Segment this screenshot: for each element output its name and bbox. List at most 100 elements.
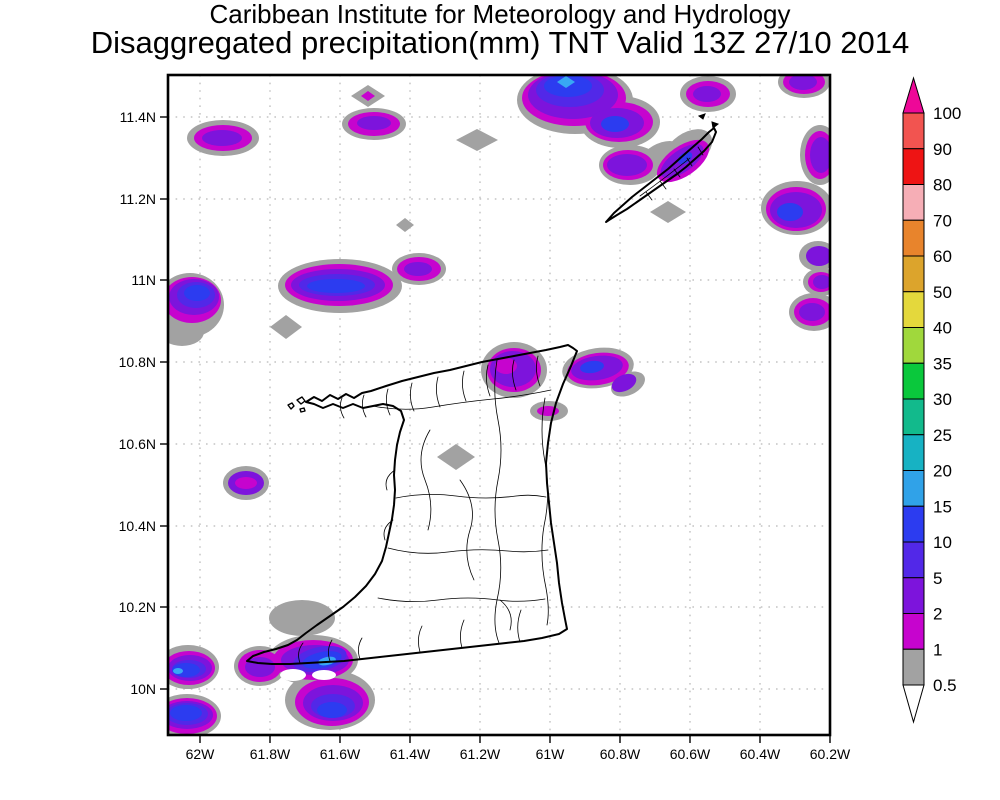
x-tick-label: 61.4W bbox=[390, 746, 431, 762]
precip-blob bbox=[601, 116, 629, 132]
precip-blob bbox=[611, 373, 637, 393]
colorbar-label: 30 bbox=[933, 390, 952, 409]
precip-blob bbox=[270, 315, 302, 339]
precip-blob bbox=[777, 203, 803, 221]
coastline-layer bbox=[246, 113, 720, 665]
precip-blob bbox=[404, 262, 432, 276]
colorbar-label: 40 bbox=[933, 319, 952, 338]
precip-blob bbox=[307, 279, 365, 293]
map-frame bbox=[166, 73, 832, 737]
precip-blob bbox=[269, 600, 335, 636]
colorbar-block bbox=[902, 541, 925, 579]
colorbar-block bbox=[902, 470, 925, 507]
precip-shading-layer bbox=[168, 75, 830, 735]
y-tick-label: 11.4N bbox=[120, 109, 156, 125]
precip-blob bbox=[361, 91, 375, 101]
precip-blob bbox=[170, 705, 202, 721]
colorbar-block bbox=[902, 291, 925, 328]
colorbar-label: 25 bbox=[933, 426, 952, 445]
precip-blob bbox=[799, 303, 825, 321]
precip-blob bbox=[173, 668, 183, 674]
y-tick-label: 11N bbox=[131, 272, 156, 288]
x-tick-label: 62W bbox=[186, 746, 216, 762]
grid-layer bbox=[168, 75, 830, 735]
trinidad-internal-boundaries bbox=[298, 355, 552, 664]
y-tick-label: 10.6N bbox=[119, 436, 156, 452]
islet-outline bbox=[296, 396, 306, 405]
colorbar-label: 1 bbox=[933, 640, 942, 659]
tobago-outline bbox=[605, 127, 717, 223]
x-tick-label: 61.8W bbox=[250, 746, 291, 762]
precip-blob bbox=[202, 130, 242, 146]
tobago-internal-boundaries bbox=[639, 146, 704, 201]
precip-blob bbox=[396, 218, 414, 232]
page-title: Caribbean Institute for Meteorology and … bbox=[209, 0, 791, 29]
colorbar-block bbox=[902, 112, 925, 150]
colorbar-block bbox=[902, 255, 925, 293]
y-tick-label: 10.4N bbox=[119, 518, 156, 534]
colorbar-block bbox=[902, 148, 925, 185]
axes-layer: 62W 61.8W 61.6W 61.4W 61.2W 61W 60.8W 60.6W 60.4… bbox=[119, 73, 851, 762]
islet-outline bbox=[711, 121, 720, 129]
x-tick-label: 61.6W bbox=[320, 746, 361, 762]
colorbar-block bbox=[902, 219, 925, 257]
page-subtitle: Disaggregated precipitation(mm) TNT Vali… bbox=[90, 25, 910, 60]
precip-blob bbox=[693, 86, 721, 102]
precip-blob bbox=[280, 669, 306, 681]
colorbar-block bbox=[902, 434, 925, 471]
title-block: Caribbean Institute for Meteorology and … bbox=[0, 0, 1000, 58]
colorbar-arrow-above-max bbox=[902, 76, 925, 114]
precip-blob bbox=[312, 670, 336, 680]
x-tick-label: 60.8W bbox=[600, 746, 641, 762]
y-tick-label: 11.2N bbox=[120, 191, 156, 207]
precip-blob bbox=[184, 285, 210, 301]
colorbar-label: 80 bbox=[933, 176, 952, 195]
islet-outline bbox=[299, 407, 306, 413]
colorbar-block bbox=[902, 505, 925, 543]
colorbar-block bbox=[902, 398, 925, 436]
colorbar: 100 90 80 70 60 50 40 35 30 25 20 15 10 5 2 1 0.5 bbox=[902, 76, 961, 724]
y-tick-label: 10N bbox=[130, 681, 156, 697]
colorbar-block bbox=[902, 613, 925, 650]
colorbar-block bbox=[902, 577, 925, 614]
precip-blob bbox=[437, 444, 475, 470]
precip-blob bbox=[317, 702, 347, 718]
colorbar-label: 10 bbox=[933, 533, 952, 552]
colorbar-label: 35 bbox=[933, 354, 952, 373]
tobago-islets bbox=[697, 113, 720, 129]
precip-blob bbox=[813, 275, 830, 289]
precip-blob bbox=[580, 360, 604, 374]
colorbar-label: 90 bbox=[933, 140, 952, 159]
colorbar-label: 5 bbox=[933, 569, 942, 588]
colorbar-label: 20 bbox=[933, 462, 952, 481]
x-tick-label: 61.2W bbox=[460, 746, 501, 762]
colorbar-block bbox=[902, 648, 925, 686]
islet-outline bbox=[697, 113, 706, 120]
trinidad-outline bbox=[246, 344, 578, 665]
precip-blob bbox=[235, 477, 257, 489]
precip-blob bbox=[168, 318, 204, 346]
precip-blob bbox=[650, 201, 686, 223]
x-tick-label: 60.2W bbox=[810, 746, 851, 762]
islet-outline bbox=[287, 402, 295, 410]
x-tick-label: 60.6W bbox=[670, 746, 711, 762]
precip-blob bbox=[789, 75, 817, 90]
precip-blob bbox=[456, 129, 498, 151]
colorbar-label: 70 bbox=[933, 211, 952, 230]
colorbar-block bbox=[902, 184, 925, 221]
colorbar-block bbox=[902, 327, 925, 364]
precip-blob bbox=[810, 137, 830, 173]
colorbar-label: 50 bbox=[933, 283, 952, 302]
precip-blob bbox=[607, 154, 647, 176]
y-tick-label: 10.8N bbox=[119, 354, 156, 370]
y-tick-label: 10.2N bbox=[119, 599, 156, 615]
colorbar-label: 15 bbox=[933, 497, 952, 516]
precip-blob bbox=[806, 246, 830, 266]
precip-blob bbox=[495, 358, 517, 374]
precip-blob bbox=[557, 76, 575, 88]
bocas-islets bbox=[287, 396, 306, 413]
colorbar-arrow-below-min bbox=[902, 684, 925, 724]
precip-blob bbox=[357, 116, 391, 130]
